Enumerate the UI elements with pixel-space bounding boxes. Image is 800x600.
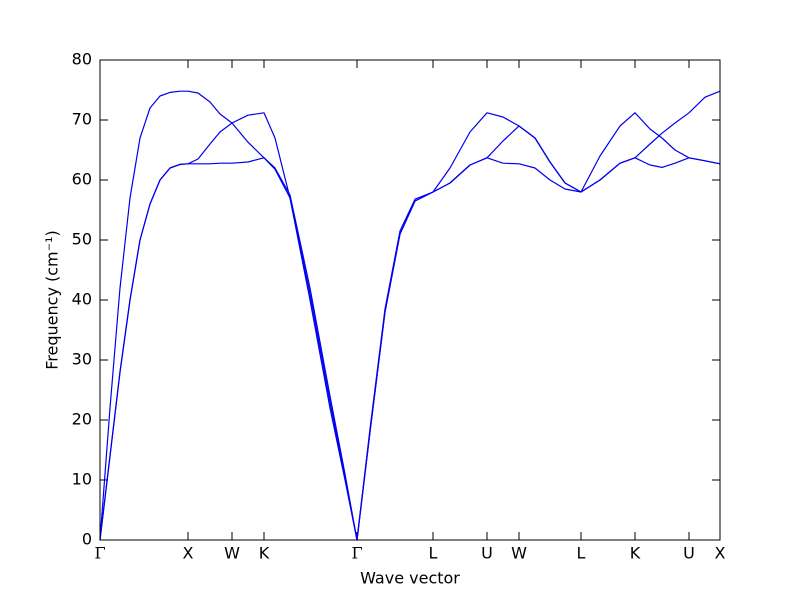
y-tick-label: 60 bbox=[72, 170, 92, 189]
x-tick-label: U bbox=[683, 544, 695, 563]
x-tick-label: K bbox=[259, 544, 270, 563]
x-tick-label: U bbox=[481, 544, 493, 563]
y-tick-label: 20 bbox=[72, 410, 92, 429]
y-tick-label: 40 bbox=[72, 290, 92, 309]
band-line bbox=[99, 90, 721, 541]
x-tick-label: X bbox=[715, 544, 726, 563]
x-axis-label: Wave vector bbox=[360, 569, 460, 588]
y-tick-label: 0 bbox=[82, 530, 92, 549]
x-tick-label: W bbox=[224, 544, 240, 563]
x-tick-label: Γ bbox=[351, 544, 362, 563]
plot-frame bbox=[99, 59, 721, 541]
y-axis-label: Frequency (cm⁻¹) bbox=[43, 230, 62, 369]
y-tick-label: 50 bbox=[72, 230, 92, 249]
x-tick-label: X bbox=[183, 544, 194, 563]
x-tick-label: L bbox=[429, 544, 438, 563]
x-tick-label: K bbox=[630, 544, 641, 563]
y-tick-label: 30 bbox=[72, 350, 92, 369]
y-tick-label: 10 bbox=[72, 470, 92, 489]
x-tick-label: W bbox=[511, 544, 527, 563]
x-tick-label: Γ bbox=[94, 544, 105, 563]
x-tick-label: L bbox=[577, 544, 586, 563]
y-tick-label: 80 bbox=[72, 50, 92, 69]
y-tick-label: 70 bbox=[72, 110, 92, 129]
